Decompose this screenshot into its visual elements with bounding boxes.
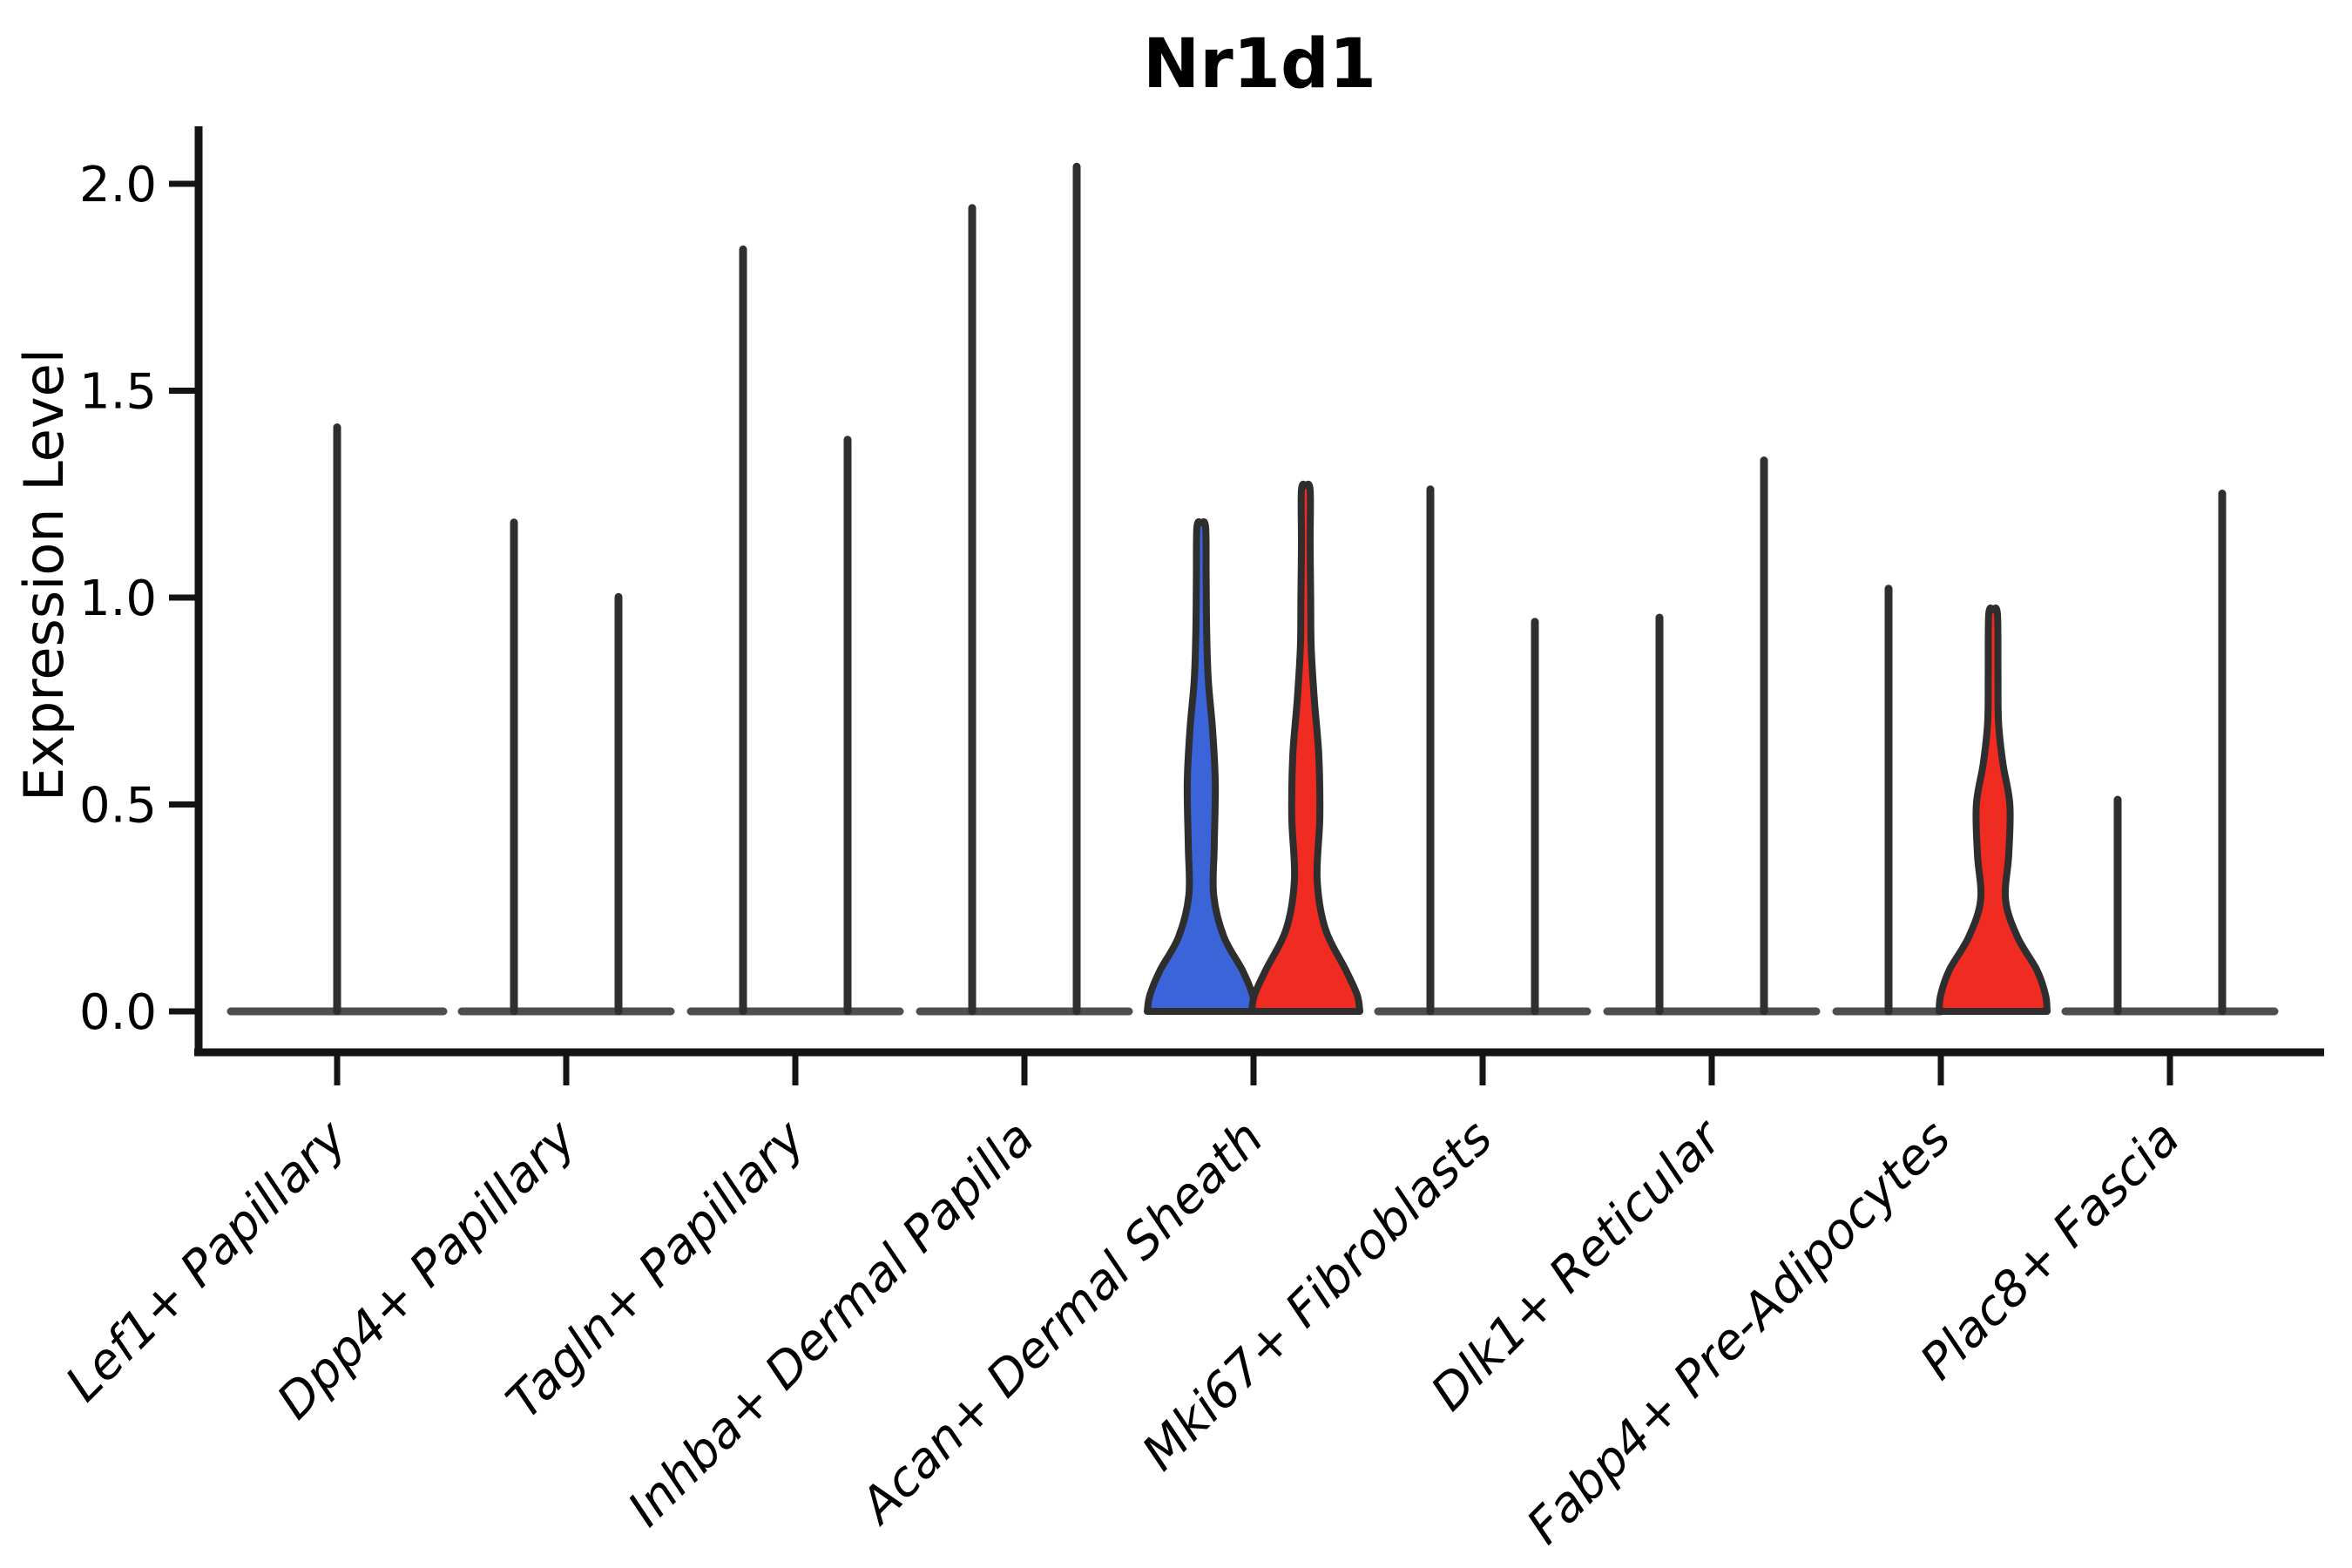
plot-title: Nr1d1 (1143, 25, 1376, 104)
y-tick-label: 1.5 (79, 364, 157, 421)
y-tick-label: 0.0 (79, 984, 157, 1041)
y-tick-label: 2.0 (79, 157, 157, 213)
violin-body (1248, 480, 1363, 1015)
y-tick-label: 1.0 (79, 571, 157, 627)
violins-layer (226, 162, 2279, 1016)
violin-body (1144, 517, 1259, 1015)
y-tick-label: 0.5 (79, 778, 157, 835)
violin-body (1936, 605, 2051, 1015)
y-axis-label: Expression Level (12, 348, 76, 801)
axes-layer (169, 126, 2324, 1085)
y-tick-labels: 0.0 0.5 1.0 1.5 2.0 (79, 157, 157, 1041)
